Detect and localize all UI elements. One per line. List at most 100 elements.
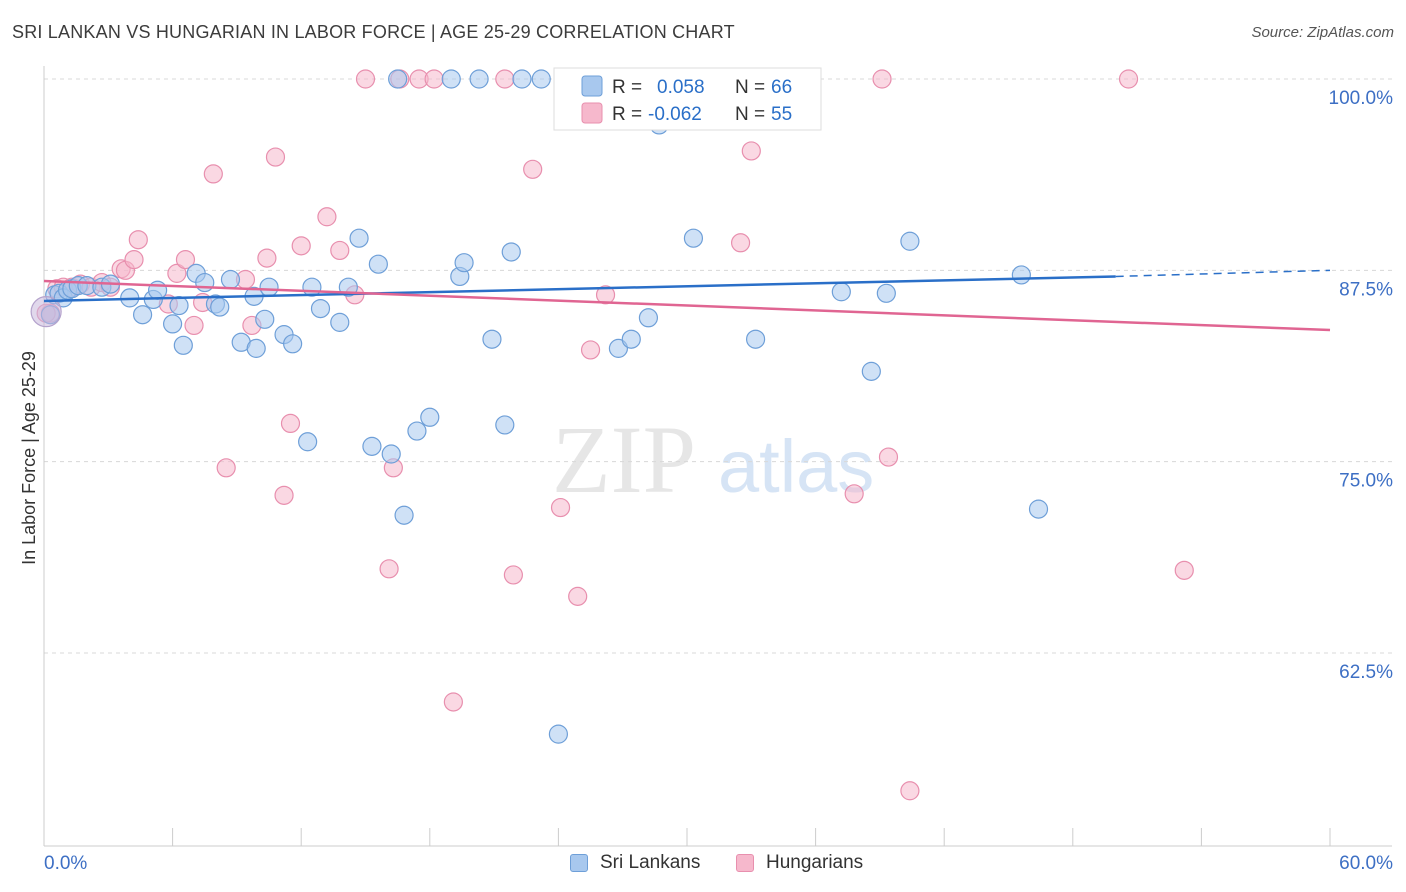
sri-lankans-point-63 (876, 283, 896, 303)
sri-lankans-point-62 (861, 361, 881, 381)
sri-lankans-point-38 (388, 69, 408, 89)
sri-lankans-point-58 (683, 228, 704, 248)
legend-swatch-sri-lankans (570, 854, 588, 872)
y-tick-label-1: 75.0% (1339, 471, 1393, 492)
cluster-bubble (30, 296, 62, 328)
sri-lankans-point-31 (310, 299, 331, 319)
hungarians-point-22 (265, 147, 286, 167)
sri-lankans-point-24 (246, 338, 266, 358)
sri-lankans-point-39 (394, 505, 414, 525)
hungarians-point-30 (379, 559, 399, 579)
sri-lankans-point-15 (169, 295, 189, 316)
sri-lankans-point-40 (407, 421, 427, 441)
hungarians-point-41 (580, 340, 601, 360)
legend-n-label-pink: N = (735, 104, 765, 125)
hungarians-trend-line (43, 279, 1331, 332)
sri-lankans-point-51 (548, 724, 569, 744)
sri-lankans-point-32 (330, 312, 350, 332)
hungarians-point-27 (330, 240, 350, 261)
sri-lankans-point-26 (259, 277, 279, 297)
legend-swatch-blue (581, 75, 603, 97)
legend-r-value-blue: 0.058 (657, 77, 705, 98)
hungarians-point-21 (257, 248, 277, 268)
sri-lankans-point-16 (173, 335, 193, 355)
legend-n-label-blue: N = (735, 77, 765, 98)
hungarians-point-23 (274, 485, 294, 505)
sri-lankans-point-64 (900, 231, 920, 251)
hungarians-point-52 (1174, 560, 1194, 580)
legend-n-value-blue: 66 (771, 77, 792, 98)
watermark-zip: ZIP (552, 406, 696, 513)
legend-n-value-pink: 55 (771, 104, 792, 125)
hungarians-point-35 (443, 692, 463, 712)
y-tick-label-3: 100.0% (1329, 88, 1394, 109)
x-tick-label-0: 0.0% (44, 853, 87, 874)
sri-lankans-point-61 (831, 282, 851, 302)
sri-lankans-point-48 (501, 242, 521, 262)
hungarians-point-13 (167, 263, 187, 283)
hungarians-point-45 (741, 141, 761, 161)
sri-lankans-point-21 (220, 269, 241, 290)
hungarians-point-36 (495, 69, 515, 89)
sri-lankans-point-42 (441, 69, 461, 89)
hungarians-point-42 (595, 285, 616, 305)
sri-lankans-point-14 (163, 314, 183, 334)
sri-lankans-trend-extension (1115, 269, 1331, 278)
x-tick-label-1: 60.0% (1339, 853, 1393, 874)
hungarians-point-24 (280, 413, 301, 433)
legend-item-hungarians: Hungarians (736, 852, 863, 874)
y-tick-label-2: 87.5% (1339, 279, 1393, 300)
hungarians-point-39 (550, 497, 571, 518)
source-label: Source: ZipAtlas.com (1251, 24, 1394, 41)
sri-lankans-point-35 (362, 436, 382, 456)
sri-lankans-point-47 (495, 415, 515, 435)
sri-lankans-point-41 (420, 407, 440, 427)
legend-label-hungarians: Hungarians (766, 852, 864, 873)
hungarians-point-15 (184, 315, 204, 336)
sri-lankans-point-55 (638, 308, 659, 328)
legend-r-label-pink: R = (612, 104, 642, 125)
hungarians-point-51 (1118, 69, 1139, 89)
sri-lankans-point-65 (1011, 265, 1031, 285)
sri-lankans-point-29 (298, 432, 318, 452)
hungarians-point-17 (203, 164, 223, 184)
sri-lankans-point-46 (482, 329, 502, 349)
legend-swatch-pink (581, 102, 603, 124)
hungarians-point-44 (730, 233, 751, 253)
legend-r-value-pink: -0.062 (648, 104, 702, 125)
hungarians-point-34 (424, 69, 444, 89)
legend-swatch-hungarians (736, 854, 754, 872)
hungarians-point-40 (568, 586, 588, 606)
sri-lankans-point-18 (195, 272, 215, 293)
hungarians-point-29 (355, 69, 376, 89)
y-axis-label: In Labor Force | Age 25-29 (19, 351, 39, 565)
hungarians-point-48 (872, 69, 892, 89)
legend-label-sri-lankans: Sri Lankans (600, 852, 701, 873)
sri-lankans-point-28 (283, 334, 303, 354)
sri-lankans-point-25 (255, 309, 275, 329)
sri-lankans-point-36 (368, 254, 388, 274)
stats-legend: R = 0.058 N = 66 R = -0.062 N = 55 (553, 67, 822, 131)
hungarians-point-37 (503, 565, 523, 585)
sri-lankans-point-66 (1028, 499, 1049, 519)
hungarians-point-49 (878, 447, 899, 467)
y-tick-labels: 62.5% 75.0% 87.5% 100.0% (1329, 88, 1394, 683)
sri-lankans-point-11 (132, 305, 153, 325)
sri-lankans-point-44 (454, 253, 474, 273)
sri-lankans-point-54 (621, 329, 641, 349)
sri-lankans-point-20 (210, 297, 230, 317)
hungarians-point-38 (523, 159, 543, 179)
sri-lankans-point-49 (512, 69, 532, 89)
legend-item-sri-lankans: Sri Lankans (570, 852, 700, 874)
series-legend: Sri Lankans Hungarians (0, 848, 1406, 880)
hungarians-point-26 (317, 207, 337, 227)
sri-lankans-point-59 (745, 329, 766, 349)
y-tick-label-0: 62.5% (1339, 662, 1393, 683)
sri-lankans-point-45 (469, 69, 489, 89)
hungarians-point-18 (216, 458, 236, 478)
x-tick-labels: 0.0% 60.0% (44, 853, 1393, 874)
legend-r-label-blue: R = (612, 77, 642, 98)
hungarians-point-14 (175, 250, 196, 270)
hungarians-point-25 (291, 236, 311, 256)
